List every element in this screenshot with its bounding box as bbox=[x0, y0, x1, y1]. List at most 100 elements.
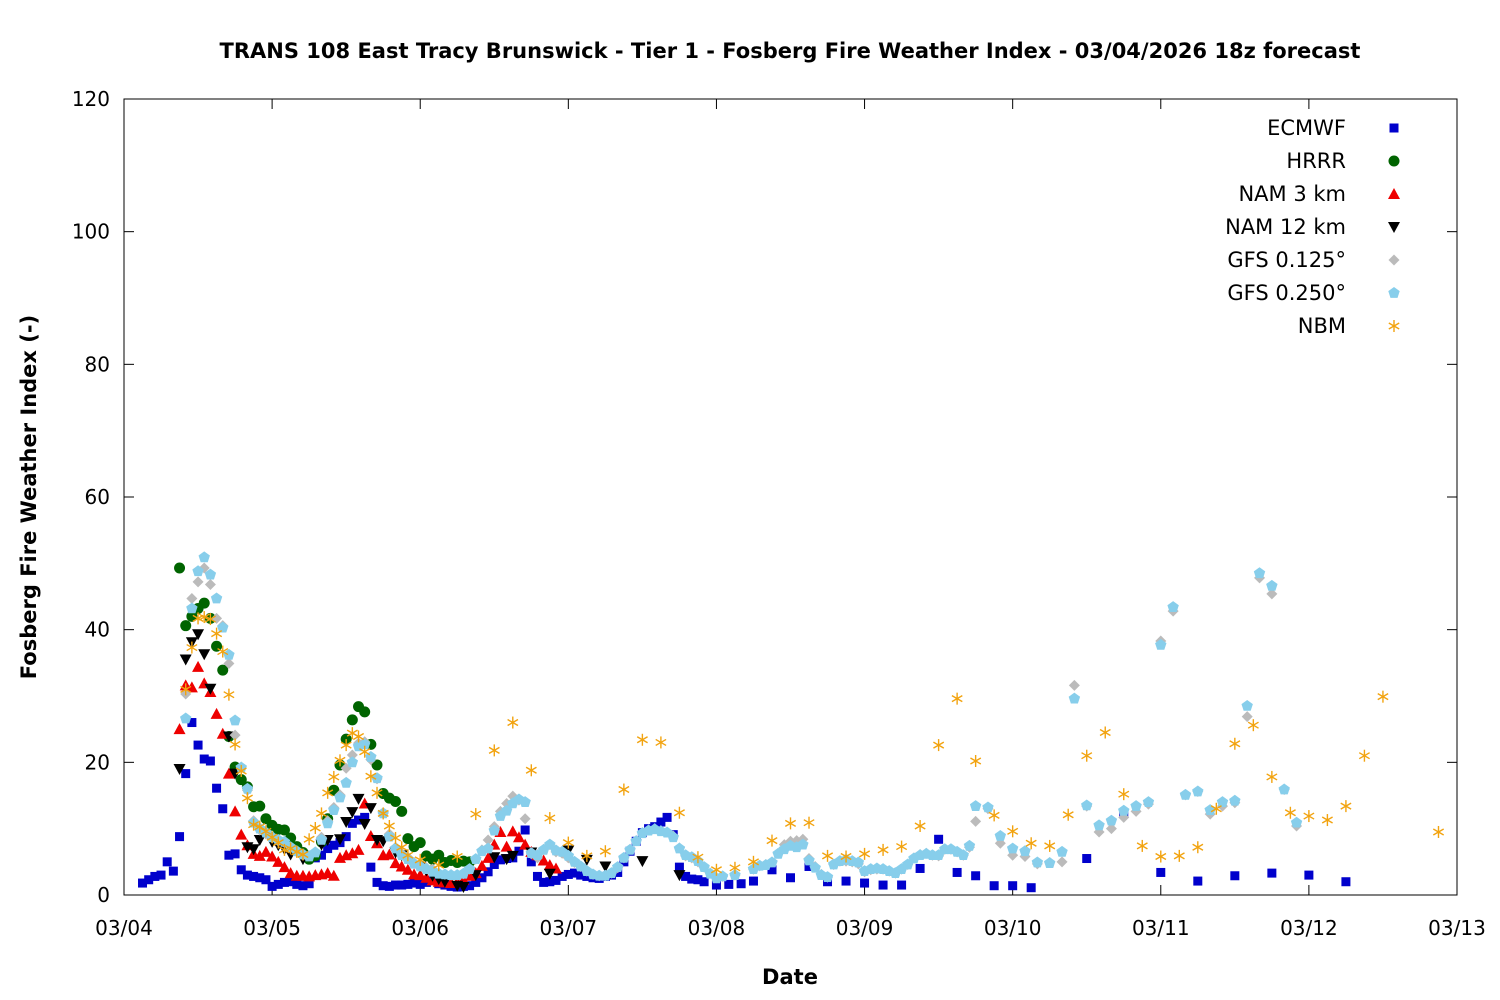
data-point bbox=[859, 847, 871, 860]
data-point bbox=[371, 786, 383, 799]
data-point bbox=[179, 654, 192, 666]
data-point bbox=[229, 714, 241, 726]
data-point bbox=[235, 764, 247, 777]
data-point bbox=[229, 729, 241, 741]
data-point bbox=[519, 813, 531, 825]
data-point bbox=[618, 783, 630, 796]
data-point bbox=[1278, 783, 1290, 795]
data-point bbox=[1241, 711, 1253, 723]
data-point bbox=[366, 862, 376, 872]
data-point bbox=[1031, 856, 1044, 868]
data-point bbox=[321, 867, 334, 879]
data-point bbox=[186, 592, 198, 604]
data-point bbox=[372, 877, 382, 887]
data-point bbox=[341, 832, 351, 842]
data-point bbox=[1432, 825, 1445, 838]
data-point bbox=[952, 867, 962, 877]
data-point bbox=[396, 805, 408, 817]
data-point bbox=[229, 738, 241, 751]
data-point bbox=[539, 877, 549, 887]
x-tick-label: 03/10 bbox=[984, 916, 1042, 940]
data-point bbox=[1377, 690, 1389, 703]
data-point bbox=[415, 879, 425, 889]
data-point bbox=[204, 579, 216, 591]
data-point bbox=[138, 878, 148, 888]
data-point bbox=[192, 565, 204, 577]
data-point bbox=[235, 774, 247, 786]
data-point bbox=[729, 869, 741, 880]
data-point bbox=[1304, 870, 1314, 880]
data-point bbox=[526, 857, 536, 867]
data-point bbox=[273, 879, 283, 889]
data-point bbox=[162, 857, 172, 867]
data-point bbox=[698, 861, 710, 872]
data-point bbox=[391, 880, 401, 890]
data-point bbox=[543, 859, 556, 871]
data-point bbox=[563, 869, 573, 879]
data-point bbox=[1043, 857, 1056, 869]
data-point bbox=[951, 692, 963, 705]
data-point bbox=[747, 855, 760, 868]
data-point bbox=[346, 714, 358, 726]
data-point bbox=[1230, 871, 1240, 881]
data-point bbox=[173, 723, 186, 735]
data-point bbox=[1192, 785, 1204, 797]
data-point bbox=[1026, 883, 1036, 893]
data-point bbox=[168, 866, 178, 876]
data-point bbox=[969, 800, 982, 811]
data-point bbox=[1167, 601, 1179, 612]
data-point bbox=[500, 840, 513, 852]
data-point bbox=[328, 770, 340, 783]
data-point bbox=[1179, 788, 1192, 800]
data-point bbox=[352, 843, 365, 855]
data-point bbox=[1321, 814, 1333, 827]
data-point bbox=[298, 881, 308, 891]
data-point bbox=[963, 839, 976, 851]
data-point bbox=[878, 880, 888, 890]
data-point bbox=[249, 871, 259, 881]
chart-title: TRANS 108 East Tracy Brunswick - Tier 1 … bbox=[220, 39, 1361, 63]
data-point bbox=[544, 812, 556, 825]
data-point bbox=[934, 834, 944, 844]
data-point bbox=[261, 875, 271, 885]
data-series bbox=[138, 551, 1445, 894]
data-point bbox=[482, 851, 495, 863]
data-point bbox=[198, 597, 210, 609]
data-point bbox=[181, 769, 191, 779]
legend: ECMWF HRRR NAM 3 km NAM 12 km GFS 0.125° GFS … bbox=[1225, 116, 1400, 338]
data-point bbox=[409, 878, 419, 888]
data-point bbox=[236, 865, 246, 875]
data-point bbox=[401, 863, 414, 875]
data-point bbox=[174, 562, 186, 574]
y-tick-label: 20 bbox=[85, 750, 110, 774]
data-point bbox=[358, 819, 371, 831]
data-point bbox=[211, 627, 223, 640]
data-point bbox=[1155, 638, 1167, 650]
data-point bbox=[396, 841, 408, 854]
data-point bbox=[766, 856, 778, 868]
data-point bbox=[266, 850, 279, 862]
data-point bbox=[334, 791, 346, 803]
data-point bbox=[389, 831, 402, 844]
data-point bbox=[156, 870, 166, 880]
data-point bbox=[192, 612, 204, 625]
data-point bbox=[1210, 802, 1222, 815]
data-point bbox=[150, 871, 160, 881]
data-point bbox=[383, 830, 396, 842]
data-point bbox=[364, 803, 377, 815]
data-point bbox=[557, 871, 567, 881]
data-point bbox=[989, 881, 999, 891]
data-point bbox=[292, 879, 302, 889]
data-point bbox=[359, 745, 371, 758]
data-point bbox=[329, 840, 339, 850]
data-point bbox=[1358, 749, 1370, 762]
data-point bbox=[1105, 814, 1118, 826]
data-point bbox=[383, 820, 395, 833]
data-point bbox=[224, 850, 234, 860]
data-point bbox=[514, 846, 524, 856]
legend-marker bbox=[1388, 188, 1400, 199]
data-point bbox=[414, 837, 426, 849]
data-point bbox=[988, 809, 1000, 822]
data-point bbox=[570, 868, 580, 878]
legend-marker bbox=[1388, 287, 1400, 298]
